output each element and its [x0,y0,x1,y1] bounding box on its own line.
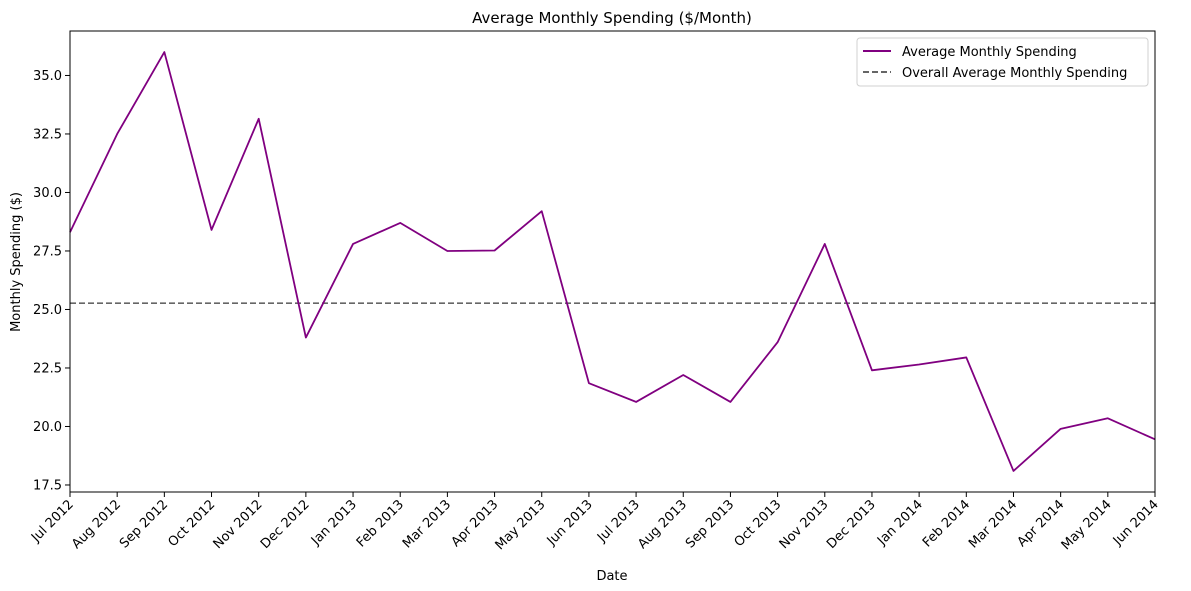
plot-frame [69,30,1156,493]
y-axis: 17.5 20.0 22.5 25.0 27.5 30.0 32.5 35.0 [33,69,70,493]
x-axis-title: Date [596,569,627,584]
y-tick-label: 35.0 [33,69,62,84]
x-tick-label: Mar 2013 [400,497,454,551]
x-tick-label: Jun 2014 [1110,497,1162,549]
y-tick-label: 17.5 [33,478,62,493]
x-tick-label: Sep 2013 [683,497,737,551]
y-tick-label: 22.5 [33,361,62,376]
series-line-average-monthly-spending [69,51,1156,472]
x-tick-label: May 2014 [1059,497,1115,553]
legend-box [856,37,1149,87]
x-tick-label: Aug 2013 [635,497,690,552]
legend-label-average-monthly-spending: Average Monthly Spending [902,45,1077,60]
x-tick-label: May 2013 [493,497,549,553]
x-tick-label: Dec 2012 [258,497,313,552]
legend-label-overall-average: Overall Average Monthly Spending [902,66,1127,81]
chart-title: Average Monthly Spending ($/Month) [472,9,752,27]
y-tick-label: 27.5 [33,244,62,259]
x-tick-label: Feb 2013 [354,497,407,550]
legend: Average Monthly Spending Overall Average… [856,37,1149,87]
x-tick-label: Aug 2012 [69,497,124,552]
y-tick-label: 25.0 [33,303,62,318]
y-tick-label: 32.5 [33,127,62,142]
x-tick-label: Jul 2012 [28,497,77,546]
x-tick-label: Feb 2014 [920,497,973,550]
x-tick-label: Jan 2014 [874,497,926,549]
y-tick-label: 30.0 [33,186,62,201]
x-tick-label: Sep 2012 [117,497,171,551]
y-tick-label: 20.0 [33,420,62,435]
x-tick-label: Nov 2013 [777,497,832,552]
x-tick-label: Jan 2013 [308,497,360,549]
x-tick-label: Dec 2013 [824,497,879,552]
x-tick-label: Jun 2013 [544,497,596,549]
y-axis-title: Monthly Spending ($) [9,192,24,332]
x-tick-label: Mar 2014 [966,497,1020,551]
x-tick-label: Jul 2013 [594,497,643,546]
plot-area [69,51,1156,472]
x-tick-label: Nov 2012 [211,497,266,552]
